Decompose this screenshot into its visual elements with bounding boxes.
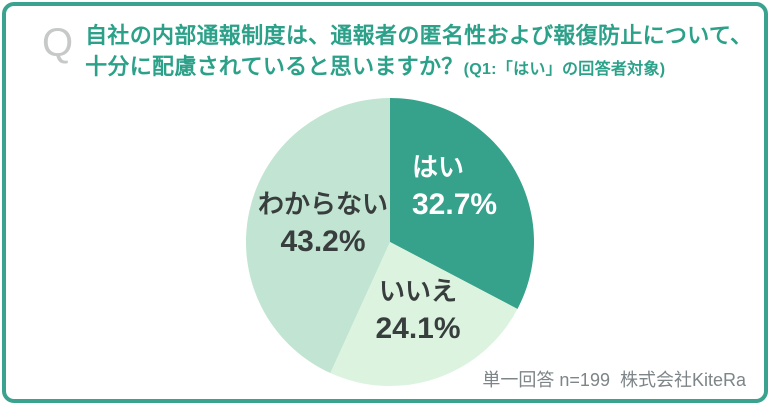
- pie-label-no: いいえ 24.1%: [375, 275, 460, 348]
- pie-slice-no: [330, 242, 518, 387]
- pie-slice-unknown: [245, 98, 390, 374]
- pie-slice-yes: [390, 98, 534, 309]
- pie-label-unknown-value: 43.2%: [280, 224, 366, 258]
- q-icon: Q: [42, 21, 74, 65]
- question-line-2: 十分に配慮されていると思いますか？(Q1:「はい」の回答者対象): [85, 51, 752, 85]
- pie-chart: [245, 98, 534, 387]
- pie-chart-area: はい 32.7% わからない 43.2% いいえ 24.1%: [245, 97, 535, 387]
- question-line-1: 自社の内部通報制度は、通報者の匿名性および報復防止について、: [85, 23, 753, 48]
- pie-label-yes: はい 32.7%: [412, 151, 497, 224]
- question-header: Q 自社の内部通報制度は、通報者の匿名性および報復防止について、 十分に配慮され…: [42, 20, 752, 85]
- pie-label-yes-name: はい: [412, 152, 465, 182]
- pie-label-unknown-name: わからない: [257, 189, 389, 219]
- pie-label-unknown: わからない 43.2%: [258, 188, 388, 261]
- pie-label-no-name: いいえ: [378, 276, 458, 306]
- survey-footnote: 単一回答 n=199 株式会社KiteRa: [482, 370, 746, 390]
- question-text: 自社の内部通報制度は、通報者の匿名性および報復防止について、 十分に配慮されてい…: [85, 20, 752, 85]
- question-line-2-main: 十分に配慮されていると思いますか？: [85, 54, 464, 79]
- pie-label-no-value: 24.1%: [375, 311, 461, 345]
- pie-label-yes-value: 32.7%: [412, 187, 498, 221]
- question-note: (Q1:「はい」の回答者対象): [463, 61, 666, 78]
